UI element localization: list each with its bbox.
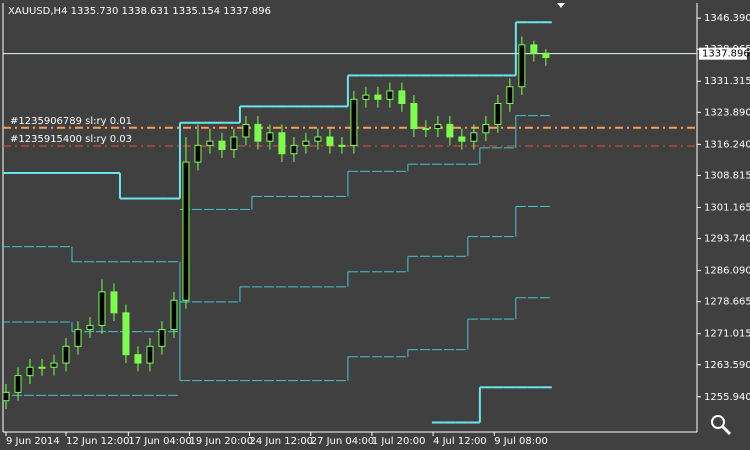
candle-body [506, 86, 514, 104]
candle-body [242, 123, 250, 138]
candle-body [326, 136, 334, 146]
candle-body [86, 324, 94, 331]
candle-body [314, 136, 322, 142]
candle-body [398, 90, 406, 104]
y-tick-label: 1255.940 [704, 392, 750, 403]
candle-body [266, 132, 274, 142]
candle-body [494, 102, 502, 125]
candle-body [182, 161, 190, 301]
y-tick-label: 1271.015 [704, 329, 750, 340]
candle-body [146, 345, 154, 364]
candle-body [194, 144, 202, 163]
candle-body [62, 345, 70, 364]
candle-body [170, 299, 178, 331]
x-tick-label: 4 Jul 12:00 [433, 436, 487, 447]
candle-body [110, 291, 118, 314]
y-tick-label: 1323.890 [704, 107, 750, 118]
candle-body [458, 136, 466, 142]
candle-body [374, 94, 382, 100]
x-tick-label: 9 Jun 2014 [6, 436, 60, 447]
zoom-icon[interactable] [711, 415, 732, 436]
x-tick-label: 19 Jun 20:00 [190, 436, 254, 447]
candle-body [350, 98, 358, 146]
scroll-marker [557, 3, 565, 8]
candle-body [98, 291, 106, 326]
x-tick-label: 1 Jul 20:00 [372, 436, 426, 447]
x-tick-label: 24 Jun 12:00 [250, 436, 314, 447]
candle-body [446, 123, 454, 138]
candle-body [422, 128, 430, 131]
y-tick-label: 1278.665 [704, 297, 750, 308]
candle-body [14, 375, 22, 393]
y-tick-label: 1293.740 [704, 234, 750, 245]
y-tick-label: 1286.090 [704, 266, 750, 277]
candle-body [278, 132, 286, 155]
y-tick-label: 1263.590 [704, 360, 750, 371]
candle-body [338, 144, 346, 147]
x-tick-label: 17 Jun 04:00 [128, 436, 192, 447]
candle-body [434, 123, 442, 130]
candle-body [482, 123, 490, 134]
y-tick-label: 1316.240 [704, 139, 750, 150]
x-tick-label: 12 Jun 12:00 [66, 436, 130, 447]
current-price-box [699, 47, 747, 60]
zoom-icon-handle [720, 424, 732, 436]
candle-body [134, 354, 142, 364]
zoom-icon-lens [711, 415, 725, 429]
chart-header: XAUUSD,H4 1335.730 1338.631 1335.154 133… [8, 6, 271, 17]
candle-body [218, 140, 226, 151]
candle-body [362, 94, 370, 100]
order-label: #1235906789 sl:ry 0.01 [10, 116, 132, 127]
candle-body [410, 102, 418, 130]
current-price-label: 1337.896 [702, 49, 750, 60]
y-tick-label: 1346.390 [704, 13, 750, 24]
candle-body [290, 144, 298, 155]
candle-body [530, 44, 538, 54]
candle-body [206, 140, 214, 146]
order-label: #1235915400 sl:ry 0.03 [10, 134, 132, 145]
candle-body [3, 391, 10, 402]
y-tick-label: 1308.815 [704, 170, 750, 181]
candle-body [254, 123, 262, 142]
plot [3, 21, 697, 424]
candle-body [158, 329, 166, 347]
candle-body [38, 366, 46, 369]
candle-body [386, 90, 394, 100]
candle-body [74, 329, 82, 347]
candle-body [542, 52, 550, 58]
candle-body [302, 140, 310, 146]
x-tick-label: 9 Jul 08:00 [494, 436, 548, 447]
candle-body [518, 44, 526, 88]
candle-body [230, 136, 238, 151]
y-tick-label: 1331.315 [704, 76, 750, 87]
candle-body [122, 312, 130, 356]
y-tick-label: 1301.165 [704, 202, 750, 213]
candle-body [50, 362, 58, 368]
candle-body [26, 366, 34, 377]
x-tick-label: 27 Jun 04:00 [311, 436, 375, 447]
candle-body [470, 132, 478, 142]
